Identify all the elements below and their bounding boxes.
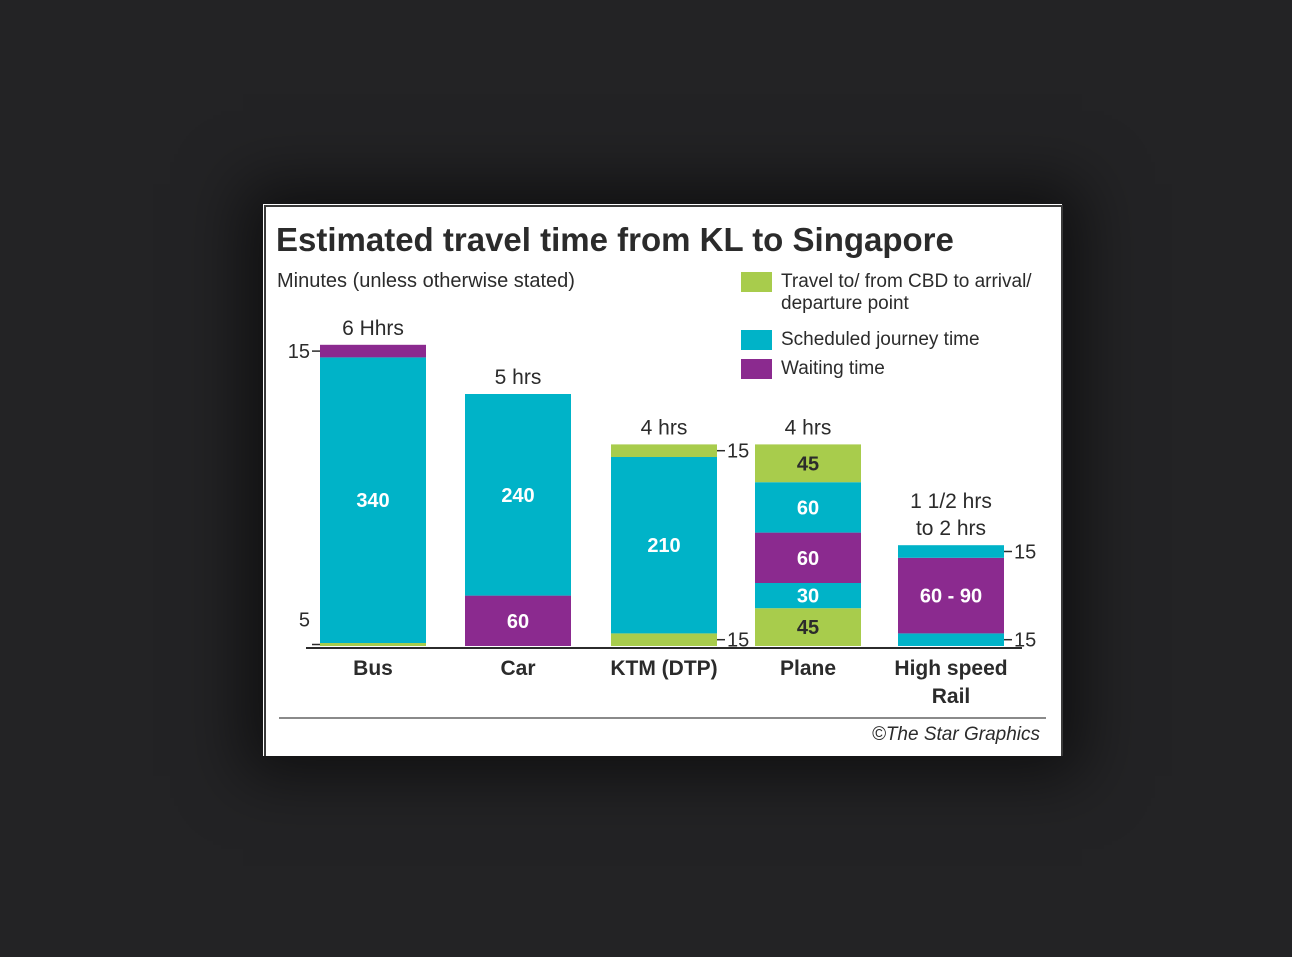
bar-total-label: 4 hrs	[641, 416, 688, 439]
bar-total-label: 1 1/2 hrs	[910, 490, 992, 513]
bar-total-label: 5 hrs	[495, 366, 542, 389]
category-label: High speed	[894, 657, 1007, 680]
segment-side-label: 15	[288, 341, 310, 363]
bar-total-label: to 2 hrs	[916, 517, 986, 540]
bar-segment-travel	[611, 444, 717, 457]
segment-value-label: 240	[501, 485, 534, 507]
segment-value-label: 60	[797, 497, 819, 519]
chart-title: Estimated travel time from KL to Singapo…	[276, 221, 954, 258]
category-label: Car	[500, 657, 535, 680]
bar-segment-travel	[755, 608, 861, 646]
category-label: Bus	[353, 657, 393, 680]
segment-value-label: 45	[797, 617, 819, 639]
bar-segment-travel	[755, 444, 861, 483]
bar-segment-travel	[320, 643, 426, 646]
legend-label-scheduled: Scheduled journey time	[781, 329, 980, 350]
bar-segment-scheduled	[898, 545, 1004, 558]
segment-value-label: 60	[507, 611, 529, 633]
legend-swatch-travel	[741, 272, 772, 292]
bar-segment-waiting	[465, 595, 571, 646]
bar-segment-waiting	[320, 344, 426, 358]
category-labels: Bus Car KTM (DTP) Plane High speed Rail	[353, 657, 1007, 708]
legend-label-waiting: Waiting time	[781, 358, 885, 379]
legend: Travel to/ from CBD to arrival/departure…	[741, 271, 1032, 379]
bar-segment-scheduled	[755, 583, 861, 609]
legend-label-travel: departure point	[781, 293, 910, 314]
bar-segment-scheduled	[898, 633, 1004, 646]
bar-segment-scheduled	[465, 394, 571, 596]
bar-segment-scheduled	[320, 357, 426, 643]
category-label: Plane	[780, 657, 836, 680]
category-label: Rail	[932, 685, 971, 708]
bar-total-label: 6 Hhrs	[342, 317, 404, 340]
segment-side-label: 15	[727, 441, 749, 463]
segment-value-label: 60	[797, 548, 819, 570]
segment-value-label: 30	[797, 586, 819, 608]
legend-swatch-scheduled	[741, 330, 772, 350]
segment-value-label: 210	[647, 535, 680, 557]
legend-swatch-waiting	[741, 359, 772, 379]
bar-segment-waiting	[755, 532, 861, 583]
segment-side-label: 15	[1014, 630, 1036, 652]
segment-value-label: 340	[356, 490, 389, 512]
segment-value-label: 60 - 90	[920, 586, 982, 608]
legend-label-travel: Travel to/ from CBD to arrival/	[781, 271, 1032, 292]
bar-total-label: 4 hrs	[785, 416, 832, 439]
segment-side-label: 5	[299, 610, 310, 632]
segment-side-label: 15	[727, 630, 749, 652]
segment-side-label: 15	[1014, 542, 1036, 564]
bar-segment-scheduled	[611, 457, 717, 634]
bar-segment-waiting	[898, 557, 1004, 634]
category-label: KTM (DTP)	[610, 657, 717, 680]
bars: 5 340 15 6 Hhrs 60 240 5 hrs 15 210 15 4 hrs 45 30 60…	[288, 317, 1037, 652]
credit-text: ©The Star Graphics	[872, 724, 1041, 745]
bar-segment-travel	[611, 633, 717, 646]
bar-segment-scheduled	[755, 482, 861, 533]
chart-subtitle: Minutes (unless otherwise stated)	[277, 270, 575, 292]
segment-value-label: 45	[797, 453, 819, 475]
